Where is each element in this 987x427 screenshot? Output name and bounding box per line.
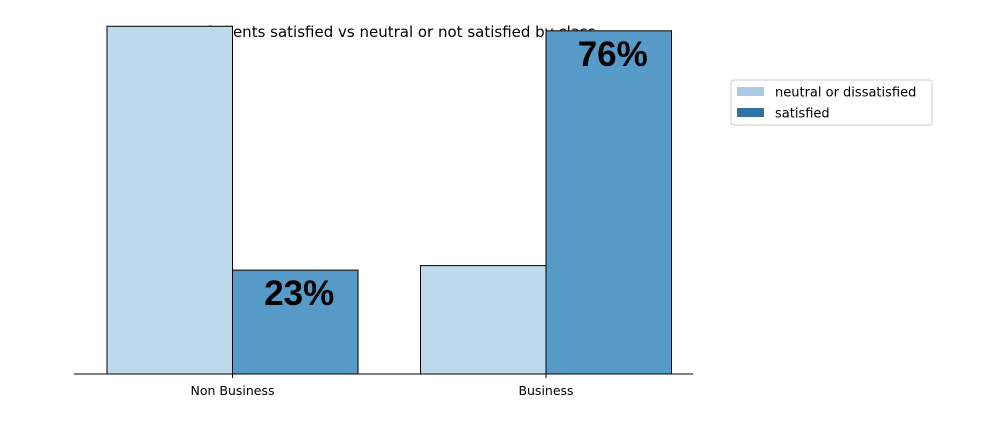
bar-neutral-or-dissatisfied-business (420, 265, 547, 375)
bar-satisfied-non-business (232, 269, 359, 375)
bar-satisfied-business (545, 30, 672, 375)
legend-swatch (737, 108, 764, 117)
x-ticks-group: Non Business Business (190, 374, 574, 398)
legend-label: neutral or dissatisfied (775, 86, 916, 101)
x-tick-label: Business (518, 383, 573, 398)
bar-neutral-or-dissatisfied-non-business (106, 25, 233, 375)
data-label: 76% (578, 35, 648, 74)
legend-frame (730, 79, 933, 126)
x-tick-label: Non Business (190, 383, 274, 398)
data-label: 23% (264, 274, 334, 313)
data-labels-group: 23% 76% (264, 35, 648, 313)
legend-swatch (737, 87, 764, 96)
legend: neutral or dissatisfied satisfied (730, 79, 933, 126)
legend-label: satisfied (775, 107, 830, 122)
bars-group (106, 25, 672, 375)
